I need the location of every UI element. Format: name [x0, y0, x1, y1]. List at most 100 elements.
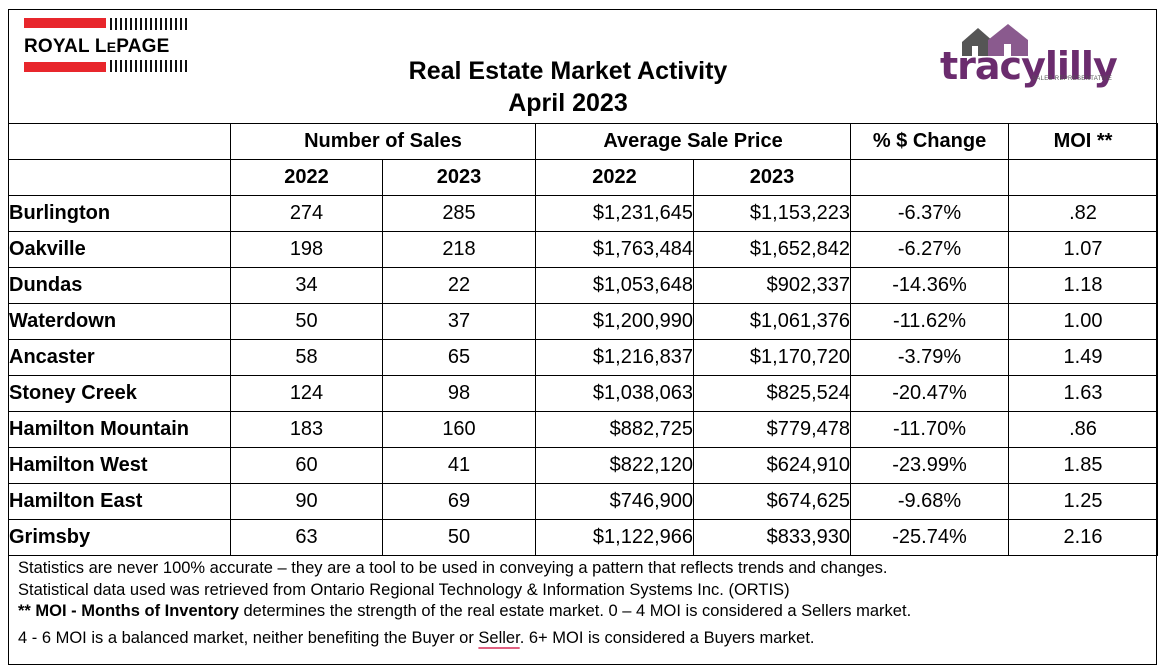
area-cell: Ancaster — [8, 339, 231, 376]
table-row: Stoney Creek 124 98 $1,038,063 $825,524 -20.4… — [8, 375, 1159, 412]
change-cell: -25.74% — [850, 519, 1010, 556]
moi-cell: 1.25 — [1008, 483, 1159, 520]
title-line-2: April 2023 — [508, 89, 628, 117]
price-2023-cell: $624,910 — [693, 447, 852, 484]
sales-2023-cell: 218 — [381, 231, 537, 268]
area-cell: Dundas — [8, 267, 231, 304]
note-line-4-c: . 6+ MOI is considered a Buyers market. — [519, 628, 815, 647]
logo-barcode-bottom — [110, 60, 190, 72]
price-2022-cell: $1,053,648 — [535, 267, 695, 304]
sales-2023-cell: 37 — [381, 303, 537, 340]
logo-red-bar-top — [24, 18, 106, 28]
change-cell: -6.37% — [850, 195, 1010, 232]
moi-cell: 1.07 — [1008, 231, 1159, 268]
sales-2023-cell: 65 — [381, 339, 537, 376]
price-2023-cell: $779,478 — [693, 411, 852, 448]
sales-2022-cell: 183 — [230, 411, 383, 448]
area-year-cell — [8, 159, 231, 196]
moi-definition-bold: ** MOI - Months of Inventory — [18, 602, 239, 620]
price-2022-cell: $1,200,990 — [535, 303, 695, 340]
table-row: Grimsby 63 50 $1,122,966 $833,930 -25.74% 2.16 — [8, 519, 1159, 556]
moi-year-cell — [1008, 159, 1159, 196]
moi-cell: .82 — [1008, 195, 1159, 232]
note-line-2: Statistical data used was retrieved from… — [18, 580, 790, 599]
sales-2022-cell: 60 — [230, 447, 383, 484]
moi-cell: 1.18 — [1008, 267, 1159, 304]
sales-2023-cell: 41 — [381, 447, 537, 484]
price-2023-cell: $825,524 — [693, 375, 852, 412]
price-2022-header: 2022 — [535, 159, 695, 196]
price-2023-cell: $833,930 — [693, 519, 852, 556]
moi-cell: 1.85 — [1008, 447, 1159, 484]
note-line-4: 4 - 6 MOI is a balanced market, neither … — [18, 628, 911, 650]
sales-2023-cell: 160 — [381, 411, 537, 448]
note-line-1: Statistics are never 100% accurate – the… — [18, 559, 888, 577]
note-line-4-a: 4 - 6 MOI is a balanced market, neither … — [18, 628, 479, 647]
price-2022-cell: $1,763,484 — [535, 231, 695, 268]
logo-barcode-top — [110, 18, 190, 30]
table-row: Hamilton Mountain 183 160 $882,725 $779,478-… — [8, 411, 1159, 448]
moi-cell: 1.00 — [1008, 303, 1159, 340]
brand-left-text: ROYAL LEPAGE — [24, 36, 170, 57]
logo-red-bar-bottom — [24, 62, 106, 72]
brand-right-subtitle: SALES REPRESENTATIVE — [1032, 76, 1113, 82]
price-2022-cell: $882,725 — [535, 411, 695, 448]
area-cell: Hamilton East — [8, 483, 231, 520]
change-header: % $ Change — [850, 123, 1010, 160]
tracylilly-logo: tracylilly SALES REPRESENTATIVE — [938, 24, 1128, 90]
price-2022-cell: $1,216,837 — [535, 339, 695, 376]
table-row: Burlington 274 285 $1,231,645 $1,153,223 -6.3… — [8, 195, 1159, 232]
sales-2023-cell: 285 — [381, 195, 537, 232]
area-cell: Stoney Creek — [8, 375, 231, 412]
sales-2023-header: 2023 — [381, 159, 537, 196]
price-2022-cell: $1,231,645 — [535, 195, 695, 232]
sales-2022-cell: 50 — [230, 303, 383, 340]
price-2022-cell: $1,122,966 — [535, 519, 695, 556]
table-row: Waterdown 50 37 $1,200,990 $1,061,376 -11.62%… — [8, 303, 1159, 340]
sales-2023-cell: 22 — [381, 267, 537, 304]
change-cell: -3.79% — [850, 339, 1010, 376]
sales-2022-cell: 124 — [230, 375, 383, 412]
sales-2022-cell: 274 — [230, 195, 383, 232]
moi-cell: 2.16 — [1008, 519, 1159, 556]
footnotes: Statistics are never 100% accurate – the… — [18, 558, 911, 649]
table-row: Dundas 34 22 $1,053,648 $902,337 -14.36% 1.18 — [8, 267, 1159, 304]
page-title: Real Estate Market Activity April 2023 — [300, 55, 836, 119]
price-2023-cell: $1,153,223 — [693, 195, 852, 232]
moi-cell: .86 — [1008, 411, 1159, 448]
change-cell: -11.62% — [850, 303, 1010, 340]
price-2022-cell: $746,900 — [535, 483, 695, 520]
area-cell: Burlington — [8, 195, 231, 232]
table-row: Hamilton West 60 41 $822,120 $624,910 -23.99%… — [8, 447, 1159, 484]
price-2023-header: 2023 — [693, 159, 852, 196]
sales-2023-cell: 98 — [381, 375, 537, 412]
sales-2022-cell: 58 — [230, 339, 383, 376]
sales-2023-cell: 50 — [381, 519, 537, 556]
moi-cell: 1.63 — [1008, 375, 1159, 412]
price-header: Average Sale Price — [535, 123, 852, 160]
price-2023-cell: $1,170,720 — [693, 339, 852, 376]
table-row: Hamilton East 90 69 $746,900 $674,625 -9.68% 1… — [8, 483, 1159, 520]
change-cell: -9.68% — [850, 483, 1010, 520]
royal-lepage-logo: ROYAL LEPAGE — [24, 18, 190, 74]
sales-2023-cell: 69 — [381, 483, 537, 520]
change-cell: -6.27% — [850, 231, 1010, 268]
change-cell: -20.47% — [850, 375, 1010, 412]
area-cell: Oakville — [8, 231, 231, 268]
moi-definition-rest: determines the strength of the real esta… — [238, 602, 912, 620]
change-cell: -14.36% — [850, 267, 1010, 304]
moi-cell: 1.49 — [1008, 339, 1159, 376]
note-line-4-seller: Seller — [478, 628, 520, 647]
table-row: Ancaster 58 65 $1,216,837 $1,170,720 -3.79% 1.… — [8, 339, 1159, 376]
price-2023-cell: $1,061,376 — [693, 303, 852, 340]
group-header-row: Number of Sales Average Sale Price % $ C… — [8, 123, 1159, 160]
price-2022-cell: $822,120 — [535, 447, 695, 484]
house-icon — [962, 24, 1028, 56]
sales-2022-cell: 63 — [230, 519, 383, 556]
year-header-row: 2022 2023 2022 2023 — [8, 159, 1159, 196]
price-2022-cell: $1,038,063 — [535, 375, 695, 412]
area-header-cell — [8, 123, 231, 160]
price-2023-cell: $674,625 — [693, 483, 852, 520]
change-cell: -23.99% — [850, 447, 1010, 484]
sales-2022-cell: 90 — [230, 483, 383, 520]
